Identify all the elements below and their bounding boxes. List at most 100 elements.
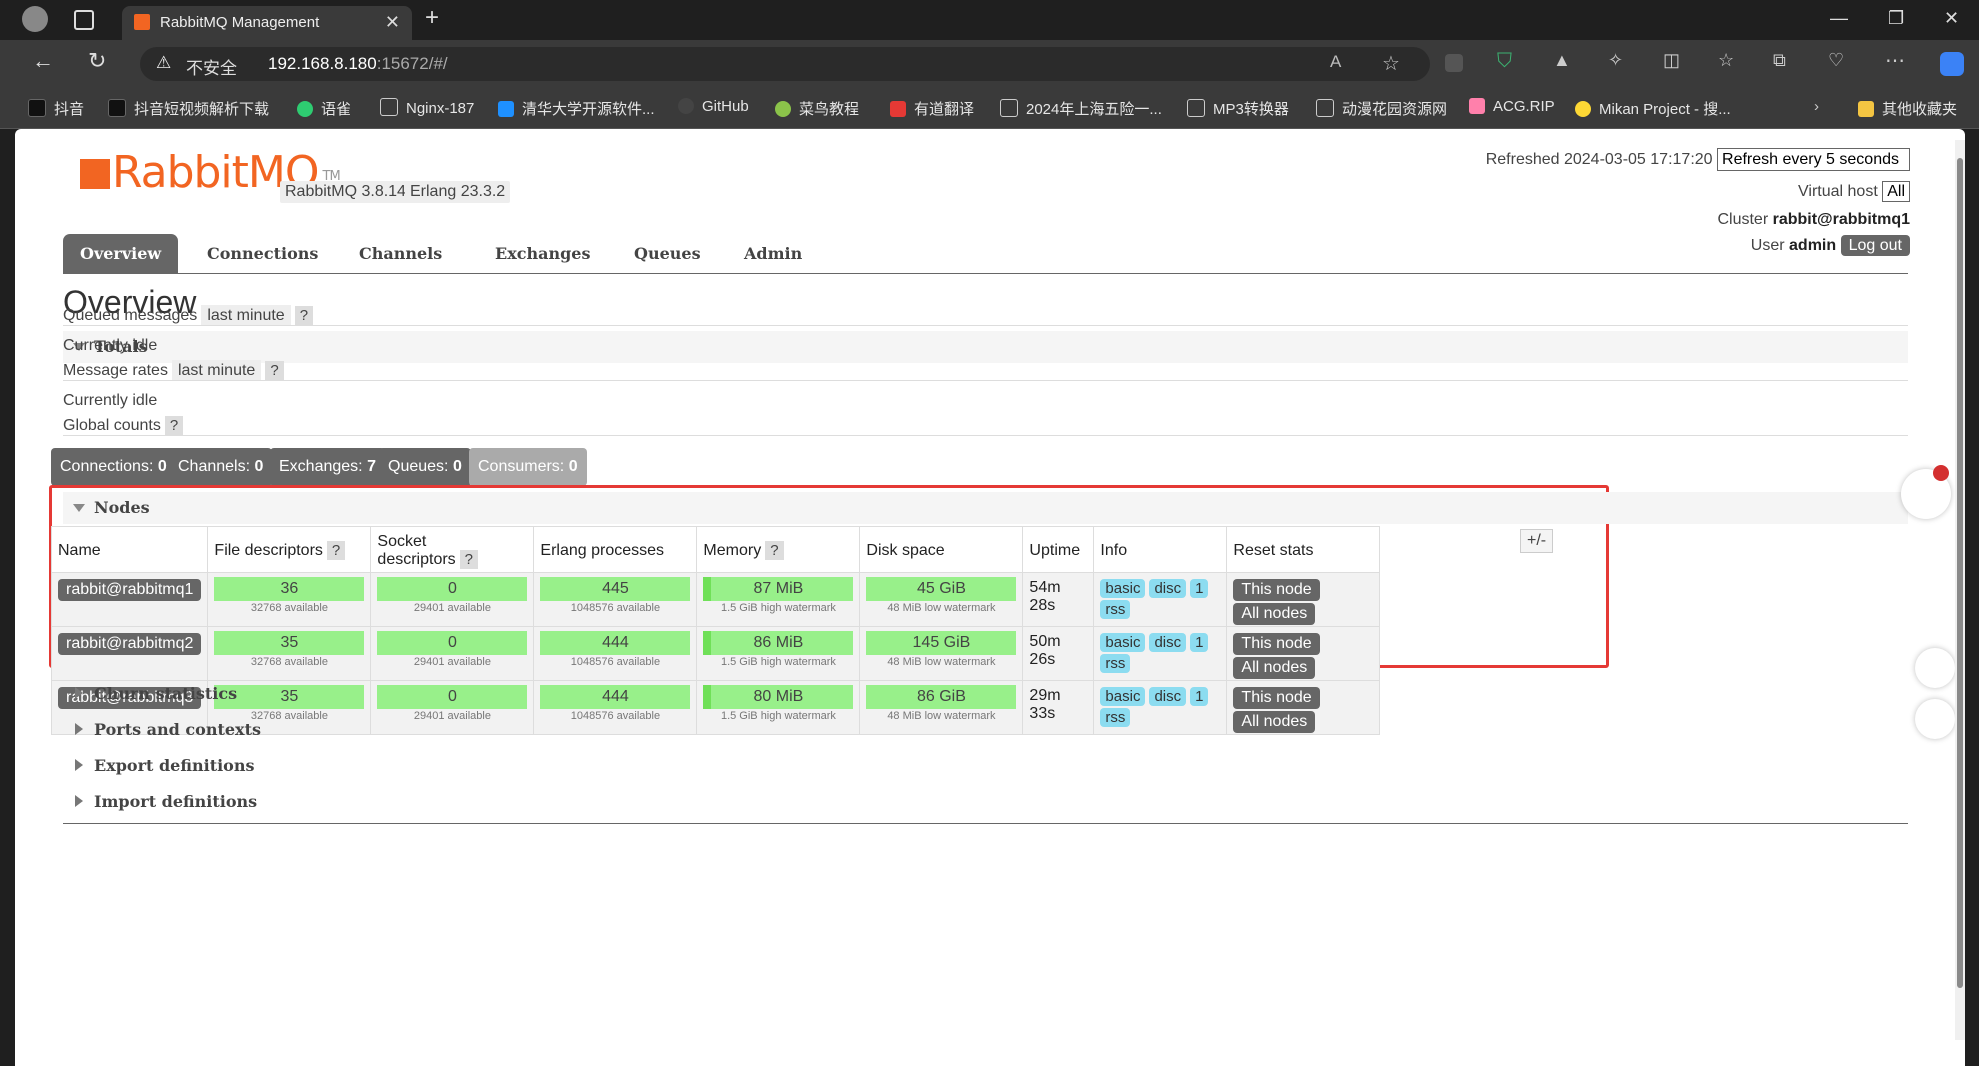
vhost-label: Virtual host xyxy=(1798,183,1878,200)
close-window-icon[interactable]: ✕ xyxy=(1944,8,1960,28)
memory-watermark: 1.5 GiB high watermark xyxy=(720,602,836,614)
close-tab-icon[interactable]: ✕ xyxy=(384,12,400,32)
reset-this-node-button[interactable]: This node xyxy=(1233,579,1320,601)
info-badge-basic[interactable]: basic xyxy=(1100,633,1146,652)
profile-avatar[interactable] xyxy=(22,6,48,32)
read-aloud-icon[interactable]: A xyxy=(1330,52,1342,71)
translate-icon[interactable] xyxy=(1915,648,1955,688)
floating-assistant-icon[interactable] xyxy=(1901,465,1951,519)
help-button[interactable]: ? xyxy=(459,550,479,569)
extension-icon[interactable] xyxy=(1445,54,1463,72)
tab-channels[interactable]: Channels xyxy=(359,244,443,263)
memory-watermark: 1.5 GiB high watermark xyxy=(720,710,836,722)
fd-bar: 35 xyxy=(214,631,365,655)
more-icon[interactable]: ⋯ xyxy=(1885,50,1905,72)
reset-this-node-button[interactable]: This node xyxy=(1233,633,1320,655)
heart-pulse-icon[interactable]: ♡ xyxy=(1828,50,1845,70)
reset-all-nodes-button[interactable]: All nodes xyxy=(1233,711,1316,733)
bookmark-github[interactable]: GitHub xyxy=(678,98,749,115)
maximize-icon[interactable]: ❐ xyxy=(1888,8,1905,28)
tab-exchanges[interactable]: Exchanges xyxy=(495,244,591,263)
nodes-header[interactable]: Nodes xyxy=(63,492,1908,524)
info-badge-count[interactable]: 1 xyxy=(1190,633,1209,652)
tab-actions-icon[interactable] xyxy=(74,10,94,30)
info-badge-disc[interactable]: disc xyxy=(1149,633,1187,652)
info-badge-disc[interactable]: disc xyxy=(1149,579,1187,598)
exchanges-count[interactable]: Exchanges: 7 xyxy=(270,448,385,486)
channels-count[interactable]: Channels: 0 xyxy=(169,448,273,486)
ai-brain-icon[interactable] xyxy=(1915,699,1955,739)
import-definitions-section[interactable]: Import definitions xyxy=(63,792,257,812)
tab-queues[interactable]: Queues xyxy=(634,244,701,263)
ports-contexts-section[interactable]: Ports and contexts xyxy=(63,720,261,740)
queues-count[interactable]: Queues: 0 xyxy=(379,448,471,486)
tab-connections[interactable]: Connections xyxy=(207,244,319,263)
info-badge-count[interactable]: 1 xyxy=(1190,579,1209,598)
bookmark-nginx[interactable]: Nginx-187 xyxy=(380,98,474,117)
reset-this-node-button[interactable]: This node xyxy=(1233,687,1320,709)
reload-icon[interactable]: ↻ xyxy=(88,48,107,73)
url-field[interactable]: ⚠ 不安全 192.168.8.180:15672/#/ A ☆ xyxy=(140,47,1430,81)
help-button[interactable]: ? xyxy=(765,541,784,560)
bookmarks-bar: 抖音 抖音短视频解析下载 语雀 Nginx-187 清华大学开源软件... Gi… xyxy=(0,88,1979,129)
node-link[interactable]: rabbit@rabbitmq1 xyxy=(58,579,202,601)
tab-overview[interactable]: Overview xyxy=(63,234,179,273)
consumers-count[interactable]: Consumers: 0 xyxy=(469,448,587,486)
node-link[interactable]: rabbit@rabbitmq3 xyxy=(58,687,202,709)
connections-count[interactable]: Connections: 0 xyxy=(51,448,176,486)
bookmark-tsinghua[interactable]: 清华大学开源软件... xyxy=(498,98,655,119)
bookmark-mikan[interactable]: Mikan Project - 搜... xyxy=(1575,98,1731,119)
help-button[interactable]: ? xyxy=(294,306,314,325)
logout-button[interactable]: Log out xyxy=(1840,235,1910,256)
puzzle-icon[interactable]: ✧ xyxy=(1608,50,1624,70)
col-reset-stats: Reset stats xyxy=(1226,526,1381,573)
split-screen-icon[interactable]: ◫ xyxy=(1663,50,1681,70)
minimize-icon[interactable]: — xyxy=(1830,8,1848,28)
export-definitions-section[interactable]: Export definitions xyxy=(63,756,254,776)
browser-tab[interactable]: RabbitMQ Management ✕ xyxy=(122,6,412,40)
reset-all-nodes-button[interactable]: All nodes xyxy=(1233,657,1316,679)
bookmark-dmhy[interactable]: 动漫花园资源网 xyxy=(1316,98,1447,119)
rabbitmq-favicon-icon xyxy=(134,14,150,30)
info-badge-disc[interactable]: disc xyxy=(1149,687,1187,706)
reset-all-nodes-button[interactable]: All nodes xyxy=(1233,603,1316,625)
help-button[interactable]: ? xyxy=(164,416,184,435)
bookmark-youdao[interactable]: 有道翻译 xyxy=(890,98,974,119)
help-button[interactable]: ? xyxy=(326,541,346,560)
column-toggle-button[interactable]: +/- xyxy=(1520,529,1554,553)
mountain-icon[interactable]: ▲ xyxy=(1553,50,1571,70)
bookmark-mp3[interactable]: MP3转换器 xyxy=(1187,98,1289,119)
bookmark-insurance[interactable]: 2024年上海五险一... xyxy=(1000,98,1162,119)
copilot-icon[interactable] xyxy=(1940,52,1964,76)
queued-range-select[interactable]: last minute xyxy=(201,305,291,326)
new-tab-icon[interactable]: + xyxy=(425,4,440,31)
favorite-star-icon[interactable]: ☆ xyxy=(1382,53,1400,75)
shield-icon[interactable]: ⛉ xyxy=(1497,50,1512,72)
bookmark-runoob[interactable]: 菜鸟教程 xyxy=(775,98,859,119)
bookmark-douyin[interactable]: 抖音 xyxy=(28,98,84,119)
rates-range-select[interactable]: last minute xyxy=(171,360,262,381)
bookmark-acgrip[interactable]: ACG.RIP xyxy=(1469,98,1555,115)
bookmark-douyin-parser[interactable]: 抖音短视频解析下载 xyxy=(108,98,269,119)
refresh-select[interactable]: Refresh every 5 seconds xyxy=(1717,148,1910,171)
info-badge-basic[interactable]: basic xyxy=(1100,687,1146,706)
scrollbar-thumb[interactable] xyxy=(1957,158,1963,988)
totals-header[interactable]: Totals xyxy=(63,331,1908,363)
node-link[interactable]: rabbit@rabbitmq2 xyxy=(58,633,202,655)
help-button[interactable]: ? xyxy=(265,361,284,380)
bookmarks-overflow-icon[interactable]: › xyxy=(1814,98,1819,115)
churn-statistics-section[interactable]: Churn statistics xyxy=(63,684,237,704)
collections-icon[interactable]: ⧉ xyxy=(1773,50,1786,70)
divider xyxy=(63,380,1908,381)
info-badge-basic[interactable]: basic xyxy=(1100,579,1146,598)
vhost-select[interactable]: All xyxy=(1882,181,1910,202)
favorites-icon[interactable]: ☆ xyxy=(1718,50,1735,70)
bookmark-yuque[interactable]: 语雀 xyxy=(297,98,351,119)
bookmark-other[interactable]: 其他收藏夹 xyxy=(1858,98,1957,119)
info-badge-rss[interactable]: rss xyxy=(1100,708,1131,727)
info-badge-count[interactable]: 1 xyxy=(1190,687,1209,706)
info-badge-rss[interactable]: rss xyxy=(1100,600,1131,619)
back-icon[interactable]: ← xyxy=(32,48,54,73)
info-badge-rss[interactable]: rss xyxy=(1100,654,1131,673)
tab-admin[interactable]: Admin xyxy=(744,244,803,263)
